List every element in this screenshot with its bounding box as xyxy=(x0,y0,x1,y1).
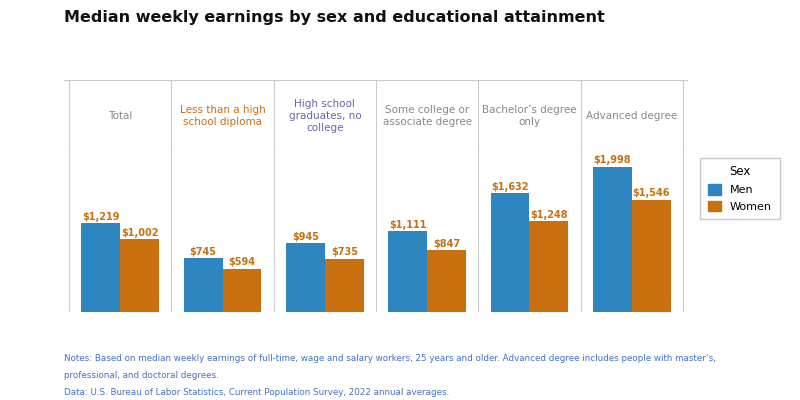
Text: Notes: Based on median weekly earnings of full-time, wage and salary workers, 25: Notes: Based on median weekly earnings o… xyxy=(64,354,716,363)
Bar xyxy=(82,223,120,312)
Text: $1,111: $1,111 xyxy=(389,220,426,230)
Text: $1,248: $1,248 xyxy=(530,210,568,220)
Text: $847: $847 xyxy=(433,239,460,249)
Text: $945: $945 xyxy=(292,232,319,242)
Text: $594: $594 xyxy=(229,258,255,268)
Text: Advanced degree: Advanced degree xyxy=(586,111,678,121)
Text: Less than a high
school diploma: Less than a high school diploma xyxy=(180,105,266,127)
Bar xyxy=(120,239,159,312)
Text: $1,546: $1,546 xyxy=(633,188,670,198)
Text: High school
graduates, no
college: High school graduates, no college xyxy=(289,99,361,133)
Bar xyxy=(593,167,632,312)
Text: professional, and doctoral degrees.: professional, and doctoral degrees. xyxy=(64,371,218,380)
Text: Total: Total xyxy=(108,111,133,121)
Bar xyxy=(632,200,670,312)
Bar xyxy=(222,269,262,312)
Bar xyxy=(490,193,530,312)
Bar xyxy=(325,258,364,312)
Text: $735: $735 xyxy=(330,247,358,257)
Text: Some college or
associate degree: Some college or associate degree xyxy=(382,105,472,127)
Legend: Men, Women: Men, Women xyxy=(700,158,779,220)
Text: $1,998: $1,998 xyxy=(594,155,631,165)
Bar xyxy=(427,250,466,312)
Bar xyxy=(286,243,325,312)
Text: $1,632: $1,632 xyxy=(491,182,529,192)
Bar xyxy=(388,231,427,312)
Text: Median weekly earnings by sex and educational attainment: Median weekly earnings by sex and educat… xyxy=(64,10,605,25)
Text: $1,219: $1,219 xyxy=(82,212,119,222)
Text: Bachelor’s degree
only: Bachelor’s degree only xyxy=(482,105,577,127)
Text: $745: $745 xyxy=(190,246,217,256)
Bar xyxy=(530,221,568,312)
Text: Data: U.S. Bureau of Labor Statistics, Current Population Survey, 2022 annual av: Data: U.S. Bureau of Labor Statistics, C… xyxy=(64,388,450,397)
Bar xyxy=(184,258,222,312)
Text: $1,002: $1,002 xyxy=(121,228,158,238)
